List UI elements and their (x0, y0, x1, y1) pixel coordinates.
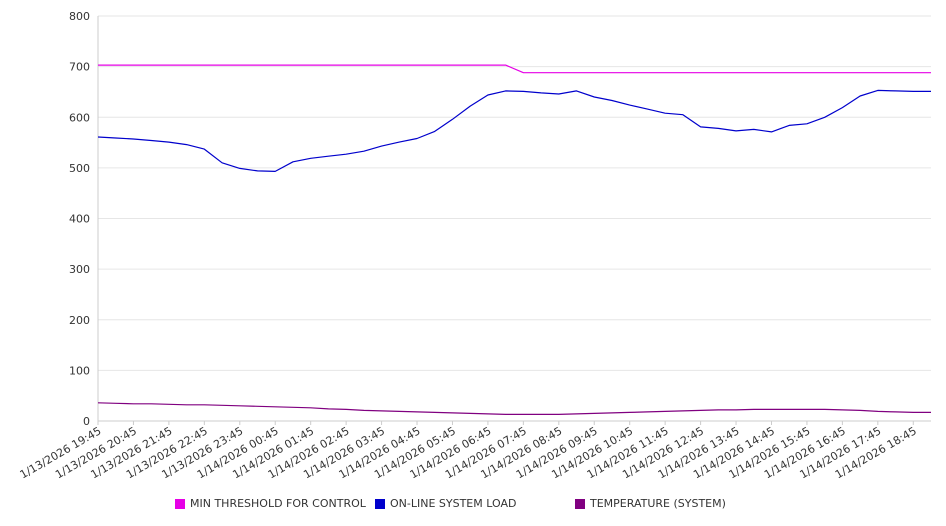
y-tick-label: 400 (69, 213, 90, 226)
axes (97, 16, 931, 425)
series-line-system-load (97, 89, 931, 172)
legend-swatch-min-threshold (175, 498, 185, 509)
y-tick-label: 100 (69, 364, 90, 377)
legend: MIN THRESHOLD FOR CONTROL ON-LINE SYSTEM… (0, 497, 946, 515)
y-tick-labels: 0 100 200 300 400 500 600 700 800 (69, 10, 90, 428)
series-lines (97, 64, 931, 415)
x-tick-labels: 1/13/2026 19:451/13/2026 20:451/13/2026 … (18, 424, 919, 481)
series-line-temperature (97, 402, 931, 415)
legend-label-temperature: TEMPERATURE (SYSTEM) (590, 497, 726, 510)
gridlines (98, 15, 931, 422)
legend-label-min-threshold: MIN THRESHOLD FOR CONTROL (190, 497, 366, 510)
y-tick-label: 600 (69, 111, 90, 124)
series-line-min-threshold (98, 64, 931, 74)
y-tick-label: 200 (69, 314, 90, 327)
legend-item-min-threshold[interactable]: MIN THRESHOLD FOR CONTROL (175, 497, 366, 510)
legend-label-system-load: ON-LINE SYSTEM LOAD (390, 497, 517, 510)
legend-swatch-temperature (575, 498, 585, 509)
legend-item-temperature[interactable]: TEMPERATURE (SYSTEM) (575, 497, 726, 510)
y-tick-label: 0 (83, 415, 90, 428)
legend-swatch-system-load (375, 498, 385, 509)
legend-item-system-load[interactable]: ON-LINE SYSTEM LOAD (375, 497, 516, 510)
y-tick-label: 700 (69, 61, 90, 74)
y-tick-label: 300 (69, 263, 90, 276)
y-tick-label: 500 (69, 162, 90, 175)
y-tick-label: 800 (69, 10, 90, 23)
